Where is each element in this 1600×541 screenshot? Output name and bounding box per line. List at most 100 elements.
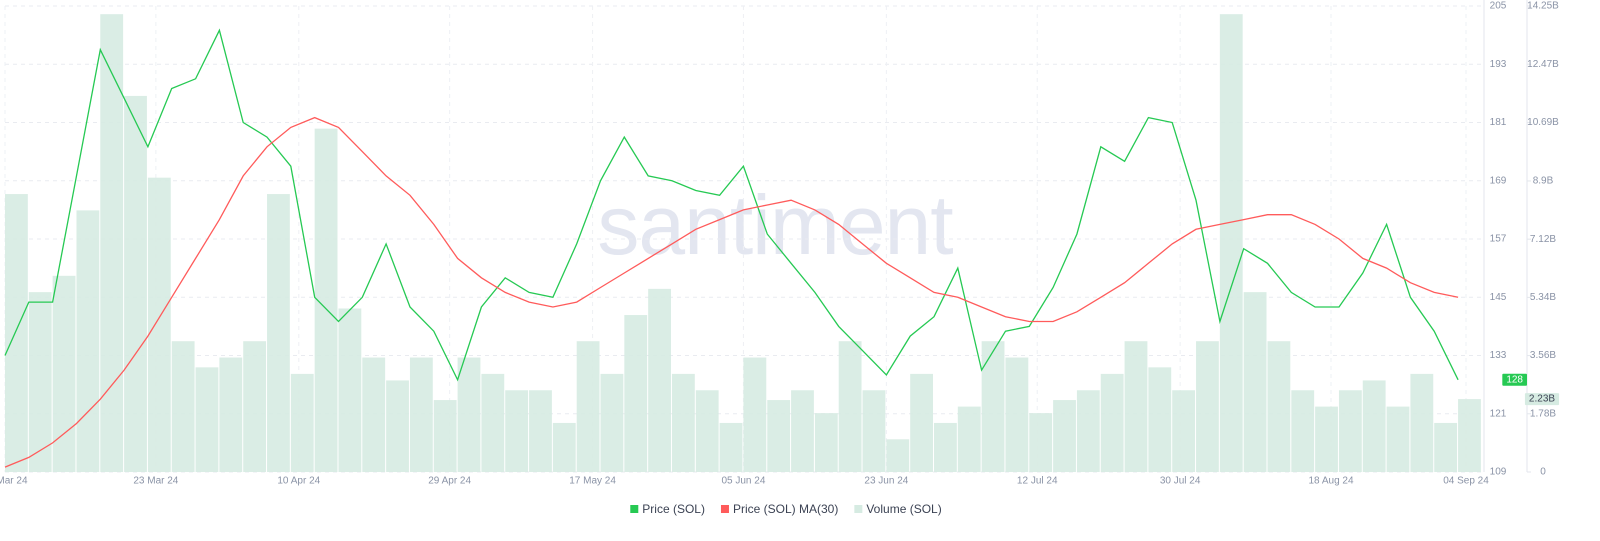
y2-tick-label: 12.47B <box>1527 59 1559 70</box>
x-tick-label: 17 May 24 <box>569 476 616 487</box>
legend-label: Volume (SOL) <box>866 502 941 516</box>
y2-tick-label: 3.56B <box>1530 350 1556 361</box>
volume-bar <box>695 390 719 472</box>
x-tick-label: 04 Mar 24 <box>0 476 28 487</box>
volume-bar <box>957 406 981 472</box>
volume-bar <box>1243 292 1267 472</box>
volume-bar <box>76 210 100 472</box>
volume-bar <box>1100 373 1124 472</box>
y-tick-label: 193 <box>1490 59 1507 70</box>
x-tick-label: 10 Apr 24 <box>277 476 320 487</box>
volume-bar <box>1434 422 1458 472</box>
x-tick-label: 04 Sep 24 <box>1443 476 1489 487</box>
watermark: santiment <box>597 178 953 272</box>
volume-bar <box>1196 341 1219 472</box>
volume-bar <box>505 390 529 472</box>
volume-bar <box>171 341 195 472</box>
volume-bar <box>290 373 314 472</box>
x-tick-label: 05 Jun 24 <box>721 476 765 487</box>
volume-bar <box>433 400 457 472</box>
volume-bar <box>910 373 934 472</box>
volume-bar <box>1458 399 1481 472</box>
plot <box>4 14 1481 473</box>
end-badge-bg <box>1502 373 1527 386</box>
volume-bar <box>600 373 624 472</box>
y-tick-label: 181 <box>1490 117 1507 128</box>
volume-bar <box>219 357 243 472</box>
axes: 109 121 133 145 157 169 181 193 205 0 1.78B 3.56B 5.… <box>0 0 1559 487</box>
volume-bar <box>243 341 267 472</box>
volume-bar <box>862 390 886 472</box>
y-tick-label: 109 <box>1490 467 1507 478</box>
volume-bar <box>147 177 171 472</box>
x-tick-label: 23 Mar 24 <box>133 476 178 487</box>
y-tick-label: 205 <box>1490 1 1507 12</box>
volume-bar <box>886 439 910 472</box>
y-tick-label: 157 <box>1490 234 1507 245</box>
y2-tick-label: 5.34B <box>1530 292 1556 303</box>
y-tick-label: 169 <box>1490 175 1507 186</box>
volume-bar <box>314 128 338 472</box>
end-badge: 128 <box>1502 373 1527 386</box>
x-tick-label: 23 Jun 24 <box>864 476 908 487</box>
y2-tick-label: 0 <box>1540 467 1546 478</box>
end-label: 128 <box>1506 374 1523 385</box>
legend-label: Price (SOL) MA(30) <box>733 502 838 516</box>
volume-bar <box>1124 341 1148 472</box>
volume-bar <box>719 422 743 472</box>
volume-bar <box>28 292 52 472</box>
volume-bar <box>671 373 695 472</box>
volume-bar <box>552 422 576 472</box>
x-tick-label: 30 Jul 24 <box>1160 476 1201 487</box>
volume-bar <box>576 341 600 472</box>
legend-swatch <box>854 505 863 513</box>
volume-bar <box>1053 400 1076 472</box>
x-tick-label: 12 Jul 24 <box>1017 476 1058 487</box>
legend: Price (SOL) Price (SOL) MA(30) Volume (SOL… <box>630 502 942 516</box>
x-tick-label: 18 Aug 24 <box>1308 476 1353 487</box>
volume-bar <box>838 341 862 472</box>
y2-tick-label: 8.9B <box>1533 176 1554 187</box>
y2-tick-label: 14.25B <box>1527 1 1559 12</box>
y2-tick-label: 1.78B <box>1530 408 1556 419</box>
volume-bar <box>529 390 552 472</box>
volume-bar <box>624 315 648 472</box>
end-badge-bg <box>1524 393 1560 406</box>
volume-bar <box>1172 390 1196 472</box>
legend-swatch <box>720 505 729 513</box>
legend-swatch <box>630 505 639 513</box>
volume-bar <box>1005 357 1029 472</box>
x-tick-label: 29 Apr 24 <box>428 476 471 487</box>
volume-bar <box>1315 406 1338 472</box>
volume-bar <box>124 95 147 473</box>
y-tick-label: 145 <box>1490 292 1507 303</box>
price-line <box>4 116 1459 468</box>
y-tick-label: 133 <box>1490 350 1507 361</box>
volume-bar <box>1362 380 1386 472</box>
volume-bar <box>5 194 28 472</box>
end-badge: 2.23B <box>1524 393 1560 406</box>
volume-bar <box>1291 390 1315 472</box>
volume-bar <box>409 357 433 472</box>
volume-bar <box>195 367 219 472</box>
volume-bar <box>981 341 1005 472</box>
legend-label: Price (SOL) <box>642 502 705 516</box>
volume-bar <box>386 380 409 472</box>
volume-bar <box>481 373 505 472</box>
volume-bar <box>100 14 124 472</box>
volume-bar <box>814 413 838 472</box>
volume-bar <box>1148 367 1172 472</box>
volume-bar <box>457 357 481 472</box>
volume-bar <box>1410 373 1434 472</box>
volume-bar <box>1338 390 1362 472</box>
end-label: 2.23B <box>1529 394 1555 405</box>
volume-bar <box>362 357 386 472</box>
volume-bar <box>1386 406 1410 472</box>
volume-bar <box>52 275 76 472</box>
volume-bar <box>267 194 290 472</box>
volume-bar <box>791 390 814 472</box>
volume-bar <box>1076 390 1100 472</box>
volume-bar <box>338 308 362 472</box>
